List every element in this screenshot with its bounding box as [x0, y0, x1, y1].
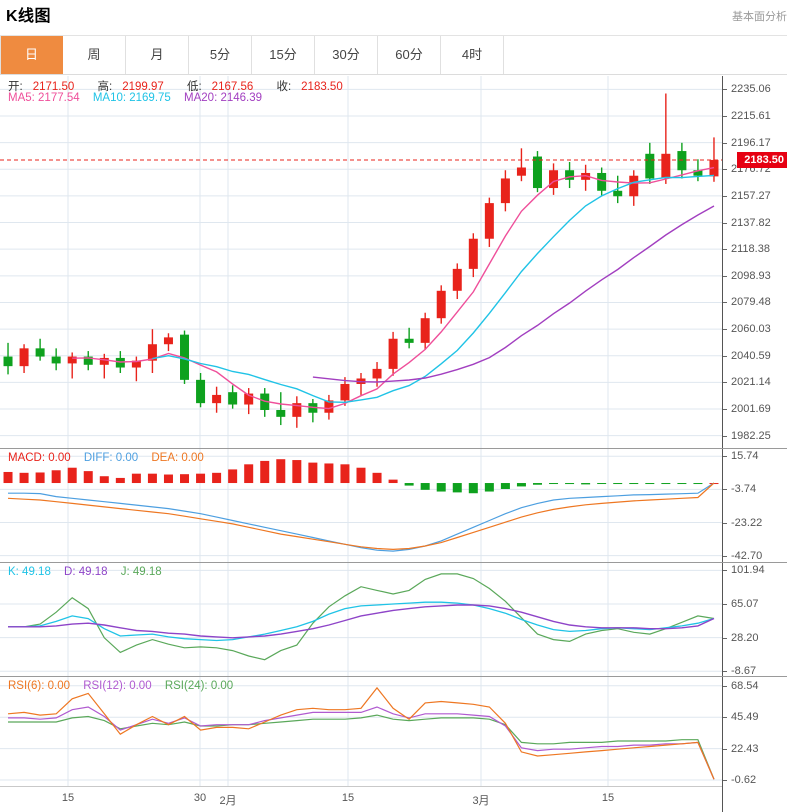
axis-label: 2098.93 — [731, 269, 771, 282]
axis-tick — [723, 717, 727, 719]
page-header: K线图 基本面分析 — [0, 0, 787, 36]
axis-tick — [723, 435, 727, 437]
axis-label: 2060.03 — [731, 323, 771, 336]
x-axis-line — [0, 786, 722, 787]
axis-tick — [723, 142, 727, 144]
axis-label: 28.20 — [731, 631, 759, 644]
axis-label: 2079.48 — [731, 296, 771, 309]
tab-1[interactable]: 周 — [63, 36, 126, 74]
timeframe-tabbar: 日周月 5分 15分 30分 60分 4时 — [0, 36, 787, 75]
axis-tick — [723, 685, 727, 687]
rsi-panel[interactable]: RSI(6): 0.00 RSI(12): 0.00 RSI(24): 0.00… — [0, 677, 787, 786]
kdj-panel[interactable]: K: 49.18 D: 49.18 J: 49.18 101.94 65.07 28… — [0, 563, 787, 677]
price-plot[interactable] — [0, 76, 722, 448]
axis-tick — [723, 382, 727, 384]
axis-label: 2157.27 — [731, 189, 771, 202]
page-title: K线图 — [6, 8, 52, 25]
x-axis-label: 3月 — [472, 795, 490, 807]
tab-7[interactable]: 4时 — [441, 36, 504, 74]
axis-tick — [723, 456, 727, 458]
kdj-plot[interactable] — [0, 563, 722, 676]
tab-3[interactable]: 5分 — [189, 36, 252, 74]
tab-0[interactable]: 日 — [0, 36, 63, 74]
axis-label: 1982.25 — [731, 429, 771, 442]
axis-label: -42.70 — [731, 549, 763, 562]
axis-tick — [723, 222, 727, 224]
fundamental-analysis-link[interactable]: 基本面分析 — [732, 11, 787, 23]
axis-tick — [723, 302, 727, 304]
axis-label: 65.07 — [731, 597, 759, 610]
axis-tick — [723, 115, 727, 117]
axis-label: 2040.59 — [731, 349, 771, 362]
axis-label: -0.62 — [731, 774, 757, 787]
axis-tick — [723, 409, 727, 411]
axis-label: 45.49 — [731, 711, 759, 724]
axis-tick — [723, 637, 727, 639]
tab-5[interactable]: 30分 — [315, 36, 378, 74]
x-axis-right-border — [722, 786, 723, 812]
axis-label: 2215.61 — [731, 109, 771, 122]
tabbar-filler — [504, 36, 787, 74]
axis-tick — [723, 489, 727, 491]
axis-label: 2118.38 — [731, 243, 770, 256]
header-divider — [0, 35, 787, 36]
rsi-axis: 68.54 45.49 22.43 -0.62 — [722, 677, 787, 786]
axis-tick — [723, 522, 727, 524]
axis-label: 2021.14 — [731, 376, 771, 389]
axis-tick — [723, 671, 727, 673]
x-axis-label: 15 — [61, 792, 75, 804]
chart-stack: 开: 2171.50 高: 2199.97 低: 2167.56 收: 2183.50 … — [0, 76, 787, 812]
axis-label: 101.94 — [731, 564, 765, 577]
tab-4[interactable]: 15分 — [252, 36, 315, 74]
axis-tick — [723, 195, 727, 197]
axis-label: 15.74 — [731, 450, 759, 463]
axis-tick — [723, 603, 727, 605]
axis-tick — [723, 169, 727, 171]
x-axis-label: 15 — [341, 792, 355, 804]
price-panel[interactable]: 开: 2171.50 高: 2199.97 低: 2167.56 收: 2183.50 … — [0, 76, 787, 449]
axis-tick — [723, 329, 727, 331]
axis-tick — [723, 249, 727, 251]
axis-tick — [723, 355, 727, 357]
axis-label: -8.67 — [731, 665, 757, 678]
macd-panel[interactable]: MACD: 0.00 DIFF: 0.00 DEA: 0.00 15.74 -3.… — [0, 449, 787, 563]
axis-label: 2196.17 — [731, 136, 771, 149]
kdj-axis: 101.94 65.07 28.20 -8.67 — [722, 563, 787, 678]
axis-tick — [723, 748, 727, 750]
x-axis: 15 30 2月 15 3月 15 — [0, 786, 787, 812]
axis-label: 68.54 — [731, 679, 759, 692]
x-axis-label: 15 — [601, 792, 615, 804]
axis-tick — [723, 275, 727, 277]
tab-2[interactable]: 月 — [126, 36, 189, 74]
macd-plot[interactable] — [0, 449, 722, 562]
last-price-badge: 2183.50 — [737, 151, 787, 168]
axis-label: -3.74 — [731, 483, 757, 496]
price-axis: 2235.06 2215.61 2196.17 2176.72 2157.27 2137.… — [722, 76, 787, 448]
rsi-plot[interactable] — [0, 677, 722, 786]
axis-label: -23.22 — [731, 516, 763, 529]
axis-tick — [723, 89, 727, 91]
x-axis-label: 30 — [193, 792, 207, 804]
axis-tick — [723, 555, 727, 557]
axis-tick — [723, 780, 727, 782]
axis-label: 2001.69 — [731, 403, 771, 416]
x-axis-label: 2月 — [219, 795, 237, 807]
tab-6[interactable]: 60分 — [378, 36, 441, 74]
axis-tick — [723, 570, 727, 572]
macd-axis: 15.74 -3.74 -23.22 -42.70 — [722, 449, 787, 562]
axis-label: 22.43 — [731, 742, 759, 755]
axis-label: 2137.82 — [731, 216, 771, 229]
axis-label: 2235.06 — [731, 83, 771, 96]
